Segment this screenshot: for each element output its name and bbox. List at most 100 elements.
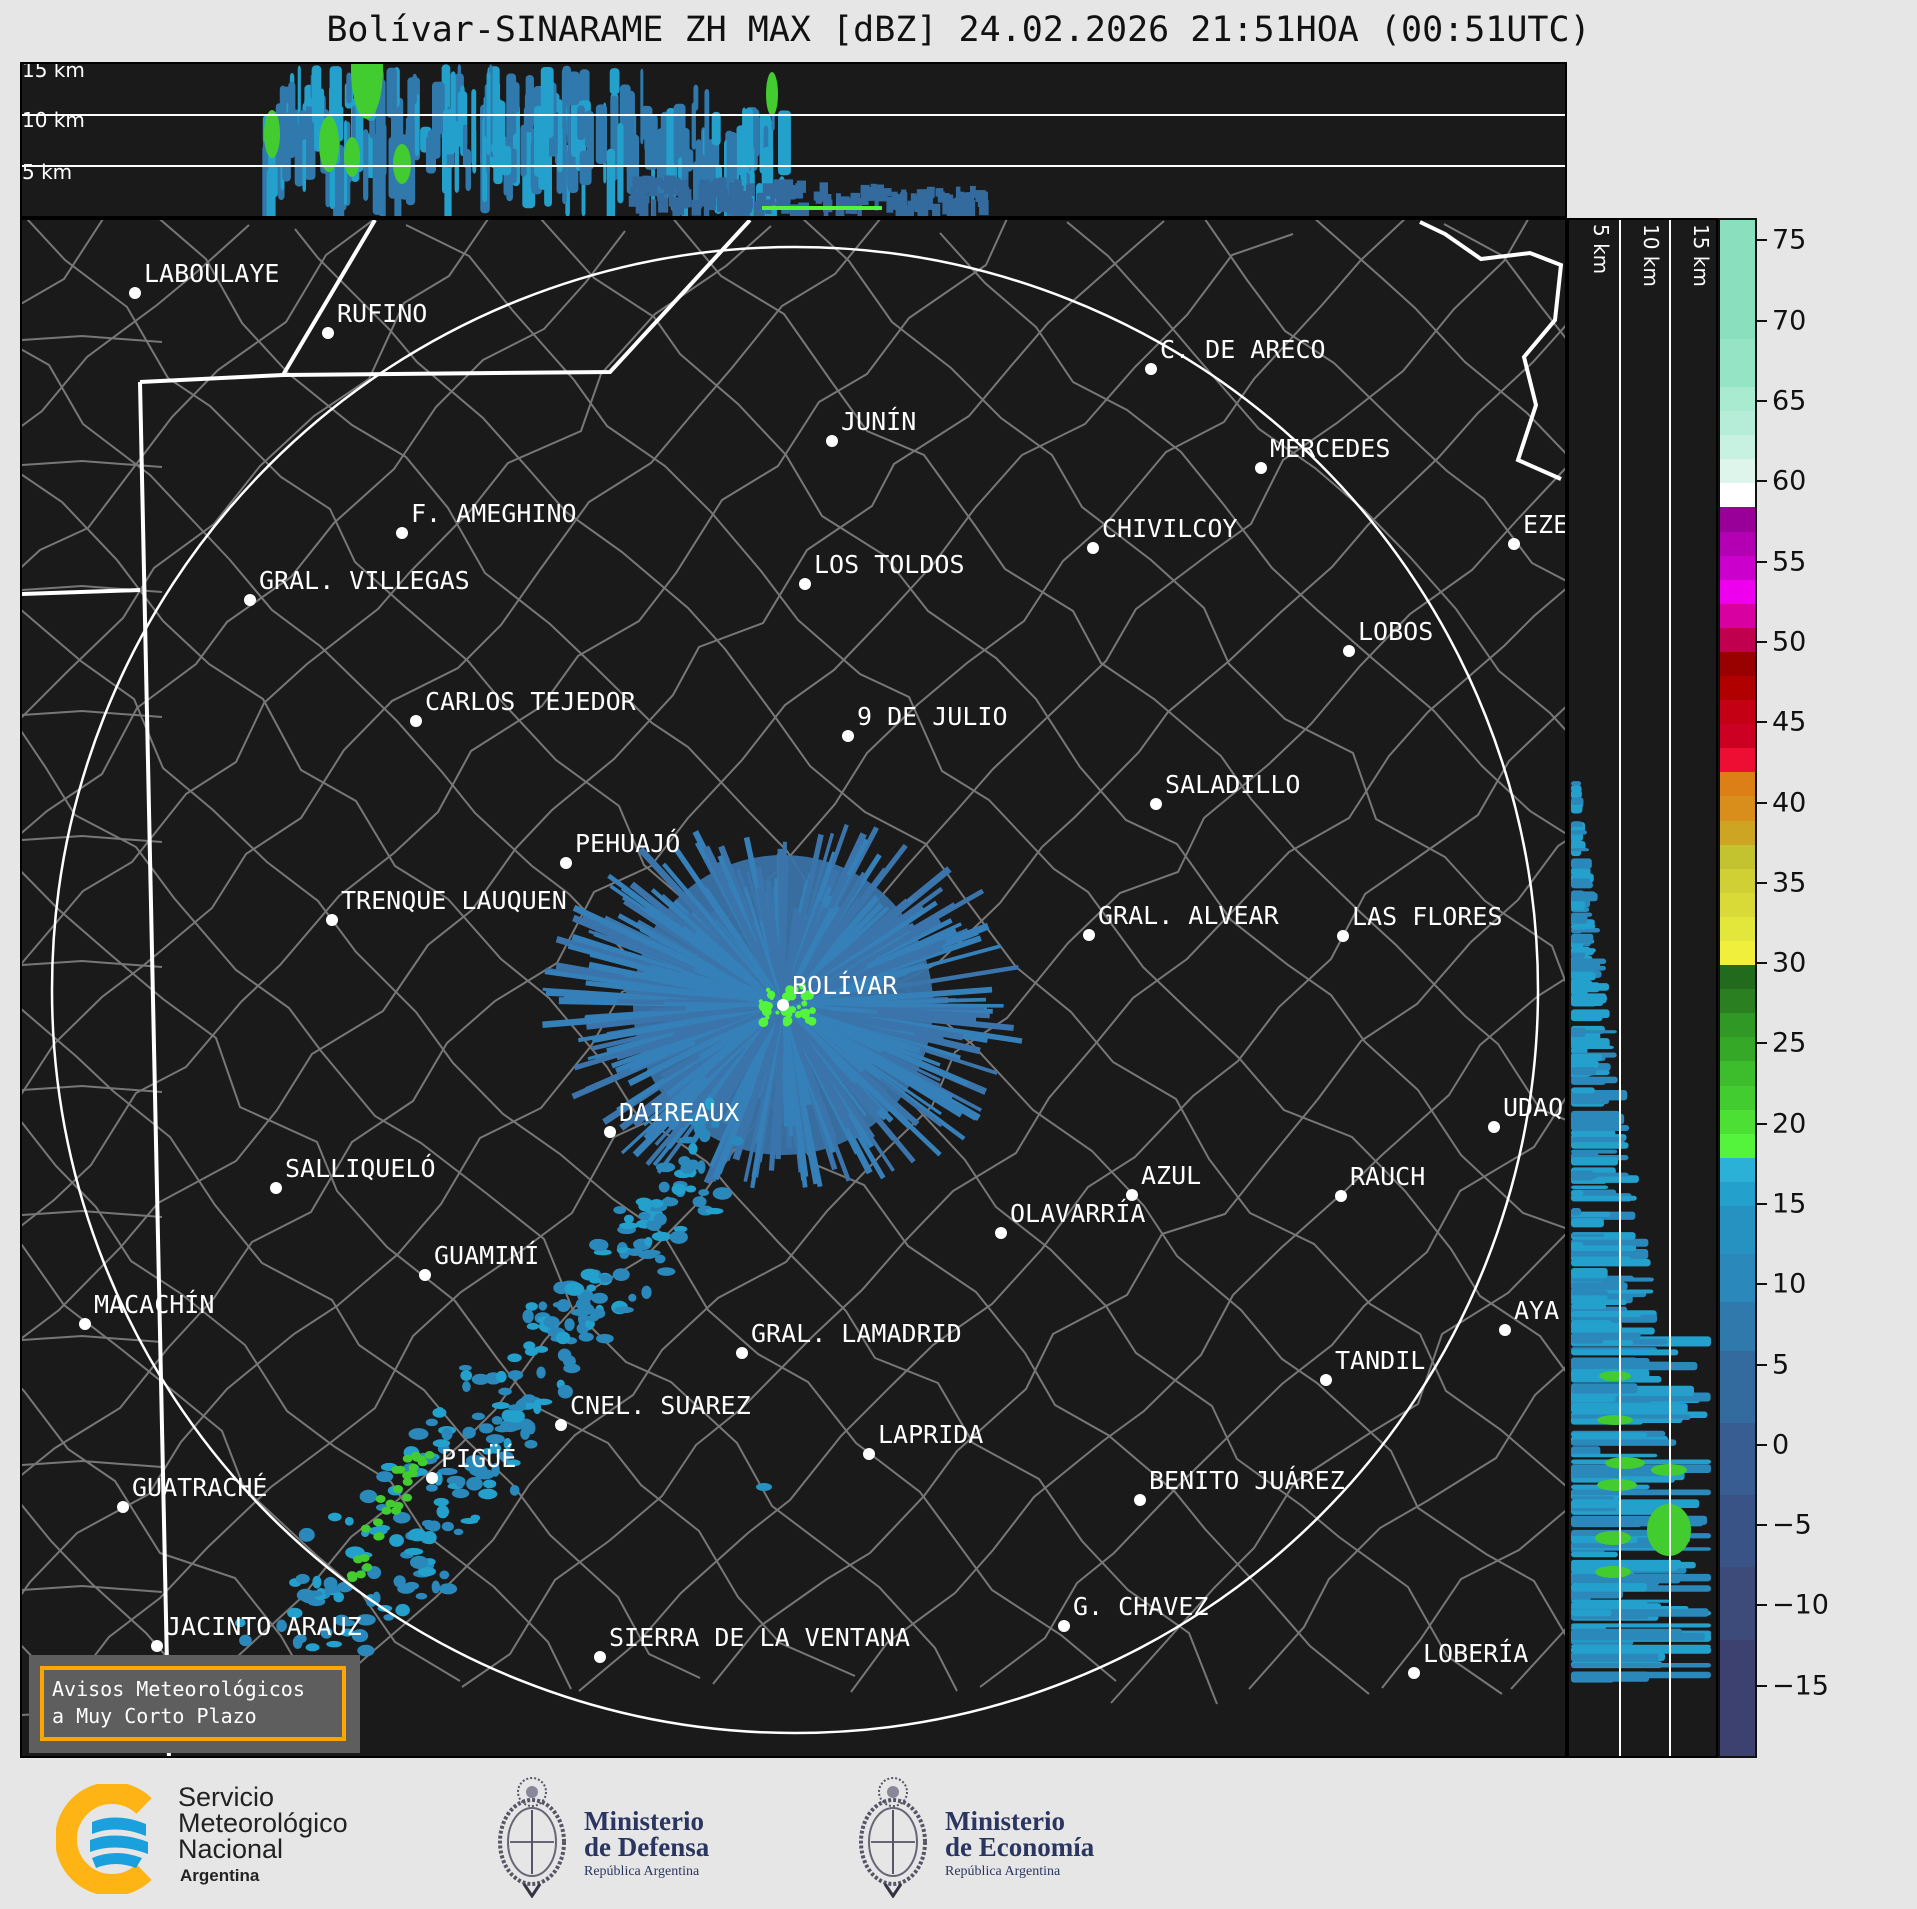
echo-column: [740, 191, 746, 206]
echo-row: [1571, 781, 1582, 786]
echo-row: [1571, 1671, 1650, 1682]
echo-cell: [417, 1566, 436, 1577]
city-dot: [1335, 1190, 1347, 1202]
warning-box[interactable]: Avisos Meteorológicos a Muy Corto Plazo: [29, 1655, 360, 1753]
echo-cell: [498, 1387, 512, 1396]
echo-cell: [799, 982, 806, 990]
echo-cell: [402, 1493, 413, 1502]
echo-ray: [573, 1002, 784, 1071]
echo-column: [412, 73, 417, 105]
echo-core: [264, 110, 280, 158]
echo-cell: [323, 1576, 338, 1591]
echo-cell: [591, 1292, 608, 1304]
echo-row: [1571, 1087, 1595, 1094]
echo-row: [1571, 1012, 1603, 1022]
city-label: LAPRIDA: [878, 1420, 983, 1449]
city-label: G. CHAVEZ: [1073, 1592, 1208, 1621]
colorbar-tick-label: 15: [1772, 1188, 1807, 1220]
echo-cell: [680, 1161, 695, 1174]
echo-column: [969, 185, 976, 198]
colorbar-tick-label: 70: [1772, 305, 1807, 337]
echo-cell: [522, 1309, 534, 1324]
echo-cell: [641, 1249, 661, 1256]
colorbar-bin: [1720, 1109, 1755, 1135]
echo-column: [835, 205, 845, 216]
echo-cell: [496, 1451, 514, 1461]
colorbar-bin: [1720, 1350, 1755, 1424]
city-dot: [604, 1126, 616, 1138]
echo-row: [1571, 867, 1591, 876]
city-dot: [396, 527, 408, 539]
echo-column: [471, 89, 477, 166]
echo-column: [486, 71, 491, 156]
city-label: JUNÍN: [841, 407, 916, 436]
city-dot: [1145, 363, 1157, 375]
echo-cell: [437, 1467, 458, 1476]
echo-row: [1571, 1277, 1654, 1282]
echo-column: [946, 198, 958, 216]
echo-column: [294, 127, 304, 187]
city-dot: [1083, 929, 1095, 941]
echo-column: [762, 183, 774, 197]
colorbar-bin: [1720, 1302, 1755, 1351]
colorbar-tick-label: 30: [1772, 947, 1807, 979]
echo-row: [1571, 960, 1601, 968]
echo-column: [666, 108, 676, 197]
city-label: LABOULAYE: [144, 259, 279, 288]
county-line: [461, 588, 1565, 1688]
echo-cell: [586, 1314, 599, 1322]
echo-column: [711, 111, 721, 146]
echo-cell: [756, 1483, 772, 1491]
echo-cell: [483, 1479, 497, 1489]
county-line: [802, 220, 1565, 984]
echo-cell: [393, 1575, 406, 1588]
echo-column: [525, 74, 534, 128]
echo-cell: [411, 1451, 422, 1460]
echo-cell: [471, 1373, 490, 1385]
echo-cell: [534, 1345, 549, 1353]
city-label: JACINTO ARAUZ: [166, 1612, 362, 1641]
echo-cell: [555, 1331, 571, 1345]
echo-cell: [688, 1143, 698, 1155]
echo-cell: [782, 1015, 793, 1026]
echo-cell: [439, 1570, 450, 1580]
echo-column: [298, 110, 308, 140]
colorbar-tick: [1757, 239, 1767, 242]
echo-row: [1571, 933, 1594, 944]
city-macach-n: MACACHÍN: [79, 1290, 214, 1330]
echo-row: [1571, 1383, 1638, 1394]
county-line: [22, 473, 1218, 1705]
echo-cell: [356, 1614, 376, 1626]
echo-row: [1571, 1114, 1614, 1126]
echo-cell: [441, 1521, 454, 1532]
city-dot: [244, 594, 256, 606]
echo-cell: [381, 1506, 392, 1515]
echo-row: [1571, 1245, 1637, 1252]
county-line: [405, 224, 1565, 1373]
echo-cell: [556, 1299, 571, 1313]
echo-cell: [578, 1332, 594, 1342]
echo-column: [628, 195, 639, 207]
radar-map[interactable]: LABOULAYE RUFINO C. DE ARECO JUNÍN MERCEDES F…: [20, 218, 1567, 1758]
echo-cell: [507, 1370, 524, 1380]
city-pig-: PIGÜÉ: [426, 1444, 516, 1484]
echo-column: [979, 200, 989, 216]
echo-ray: [781, 1003, 916, 1164]
echo-column: [699, 179, 710, 195]
echo-core: [766, 72, 778, 116]
echo-row: [1571, 1506, 1617, 1512]
echo-cell: [663, 1196, 672, 1206]
colorbar-tick-label: 10: [1772, 1268, 1807, 1300]
echo-row: [1571, 797, 1584, 805]
colorbar-tick-label: 25: [1772, 1027, 1807, 1059]
echo-cell: [441, 1427, 453, 1441]
city-gral-alvear: GRAL. ALVEAR: [1083, 901, 1280, 941]
echo-cell: [506, 1459, 521, 1467]
county-line: [22, 1584, 163, 1593]
echo-cell: [591, 1239, 609, 1252]
city-label: GRAL. ALVEAR: [1098, 901, 1280, 930]
echo-row: [1571, 1267, 1608, 1279]
echo-column: [777, 179, 789, 196]
colorbar-tick: [1757, 721, 1767, 724]
echo-cell: [298, 1527, 315, 1542]
